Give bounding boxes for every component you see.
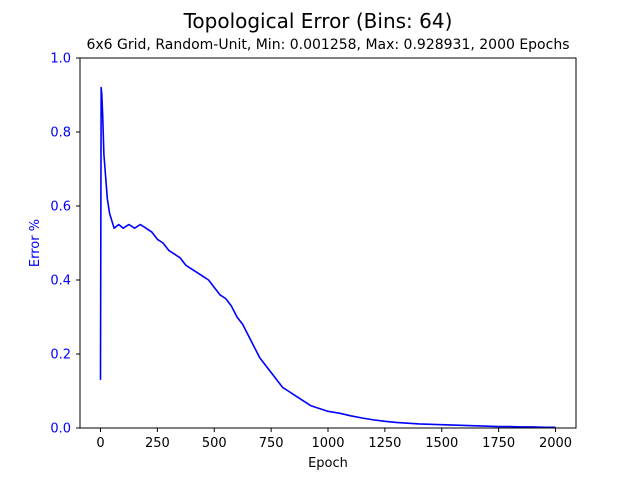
y-tick-label: 1.0 <box>50 52 71 67</box>
x-tick-label: 1000 <box>311 436 344 451</box>
x-tick-label: 1250 <box>368 436 401 451</box>
y-axis-ticks: 0.0 0.2 0.4 0.6 0.8 1.0 <box>50 52 80 437</box>
series-line-group <box>99 86 556 429</box>
series-line-0 <box>99 86 556 429</box>
chart-title: Topological Error (Bins: 64) <box>183 9 453 33</box>
x-tick-label: 1750 <box>482 436 515 451</box>
y-axis-label: Error % <box>28 219 43 267</box>
x-tick-label: 500 <box>202 436 227 451</box>
x-axis-label: Epoch <box>308 456 348 471</box>
x-axis-ticks: 0 250 500 750 1000 1250 1500 1750 2000 <box>96 428 572 451</box>
x-tick-label: 2000 <box>539 436 572 451</box>
chart-subtitle: 6x6 Grid, Random-Unit, Min: 0.001258, Ma… <box>86 37 569 53</box>
x-tick-label: 750 <box>259 436 284 451</box>
y-tick-label: 0.6 <box>50 200 71 215</box>
y-tick-label: 0.8 <box>50 126 71 141</box>
x-tick-label: 250 <box>145 436 170 451</box>
plot-frame <box>79 57 577 429</box>
y-tick-label: 0.4 <box>50 274 71 289</box>
y-tick-label: 0.0 <box>50 422 71 437</box>
y-tick-label: 0.2 <box>50 348 71 363</box>
x-tick-label: 1500 <box>425 436 458 451</box>
x-tick-label: 0 <box>96 436 104 451</box>
